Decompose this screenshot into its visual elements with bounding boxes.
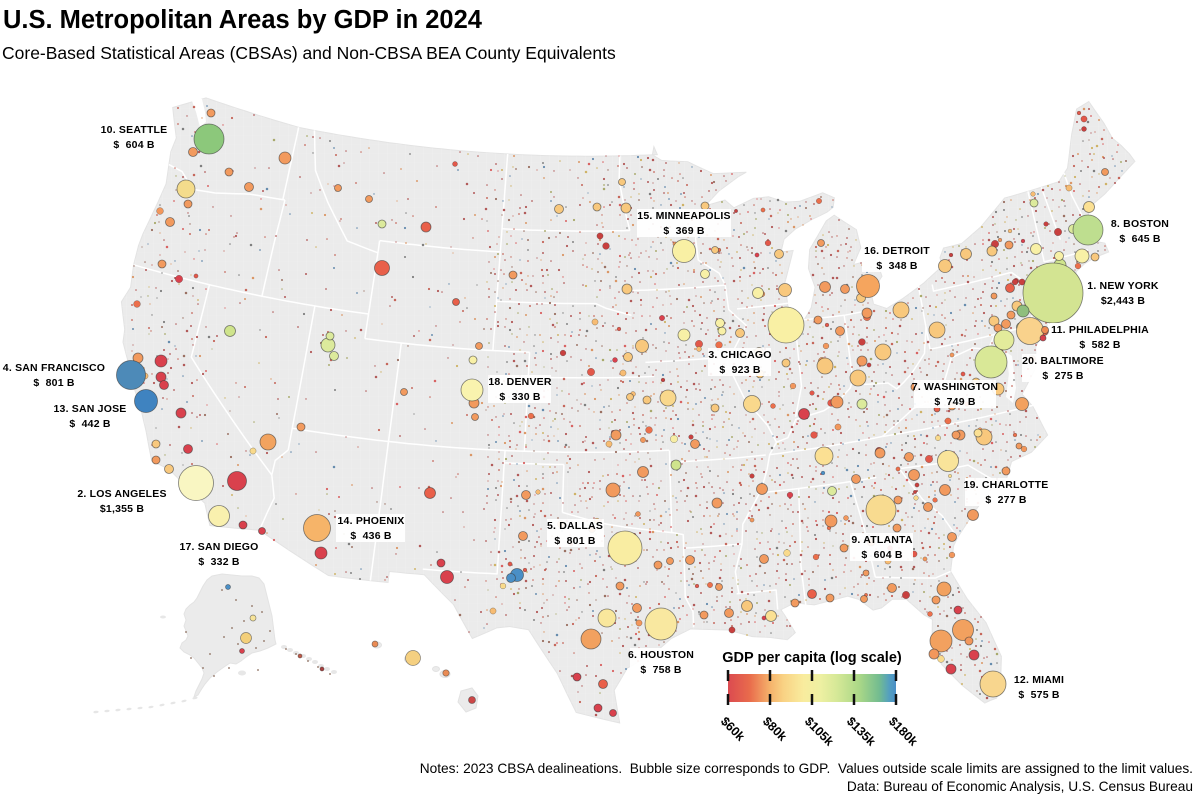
svg-text:16. DETROIT: 16. DETROIT [864,245,930,257]
svg-text:14. PHOENIX: 14. PHOENIX [338,515,405,527]
svg-text:U.S. Metropolitan Areas by GDP: U.S. Metropolitan Areas by GDP in 2024 [3,6,483,34]
svg-text:Notes: 2023 CBSA dealineations: Notes: 2023 CBSA dealineations. Bubble s… [420,761,1193,776]
svg-text:12. MIAMI: 12. MIAMI [1014,674,1064,686]
svg-text:10. SEATTLE: 10. SEATTLE [101,124,168,136]
svg-text:20. BALTIMORE: 20. BALTIMORE [1022,355,1104,367]
svg-text:Data: Bureau of Economic Analy: Data: Bureau of Economic Analysis, U.S. … [847,779,1193,794]
svg-text:8. BOSTON: 8. BOSTON [1111,218,1169,230]
svg-text:19. CHARLOTTE: 19. CHARLOTTE [964,479,1049,491]
svg-text:$ 749 B: $ 749 B [934,396,976,408]
svg-text:$2,443 B: $2,443 B [1101,295,1145,307]
svg-text:13. SAN JOSE: 13. SAN JOSE [53,403,126,415]
svg-text:9. ATLANTA: 9. ATLANTA [851,534,913,546]
svg-text:$ 645 B: $ 645 B [1119,233,1161,245]
svg-text:$ 348 B: $ 348 B [876,260,918,272]
svg-text:3. CHICAGO: 3. CHICAGO [708,349,771,361]
svg-text:15. MINNEAPOLIS: 15. MINNEAPOLIS [637,210,730,222]
svg-text:$ 436 B: $ 436 B [350,530,392,542]
svg-text:1. NEW YORK: 1. NEW YORK [1087,280,1159,292]
svg-text:$ 801 B: $ 801 B [33,377,75,389]
svg-text:GDP per capita (log scale): GDP per capita (log scale) [722,650,902,666]
svg-text:$ 604 B: $ 604 B [113,139,155,151]
svg-text:11. PHILADELPHIA: 11. PHILADELPHIA [1051,324,1149,336]
svg-text:$ 604 B: $ 604 B [861,549,903,561]
svg-text:4. SAN FRANCISCO: 4. SAN FRANCISCO [3,362,105,374]
svg-text:$ 332 B: $ 332 B [198,556,240,568]
svg-text:$ 582 B: $ 582 B [1079,339,1121,351]
svg-text:$ 275 B: $ 275 B [1042,370,1084,382]
svg-text:$ 801 B: $ 801 B [554,535,596,547]
svg-text:$ 575 B: $ 575 B [1018,689,1060,701]
svg-text:$ 923 B: $ 923 B [719,364,761,376]
svg-text:18. DENVER: 18. DENVER [488,376,551,388]
svg-text:7. WASHINGTON: 7. WASHINGTON [912,381,998,393]
svg-text:$ 442 B: $ 442 B [69,418,111,430]
svg-text:2. LOS ANGELES: 2. LOS ANGELES [77,488,166,500]
svg-text:6. HOUSTON: 6. HOUSTON [628,649,694,661]
svg-text:Core-Based Statistical Areas (: Core-Based Statistical Areas (CBSAs) and… [2,43,616,63]
svg-text:$ 277 B: $ 277 B [985,494,1027,506]
svg-text:$1,355 B: $1,355 B [100,503,144,515]
svg-text:$ 758 B: $ 758 B [640,664,682,676]
svg-text:$ 330 B: $ 330 B [499,391,541,403]
svg-text:5. DALLAS: 5. DALLAS [547,520,603,532]
svg-text:17. SAN DIEGO: 17. SAN DIEGO [179,541,258,553]
svg-text:$ 369 B: $ 369 B [663,225,705,237]
